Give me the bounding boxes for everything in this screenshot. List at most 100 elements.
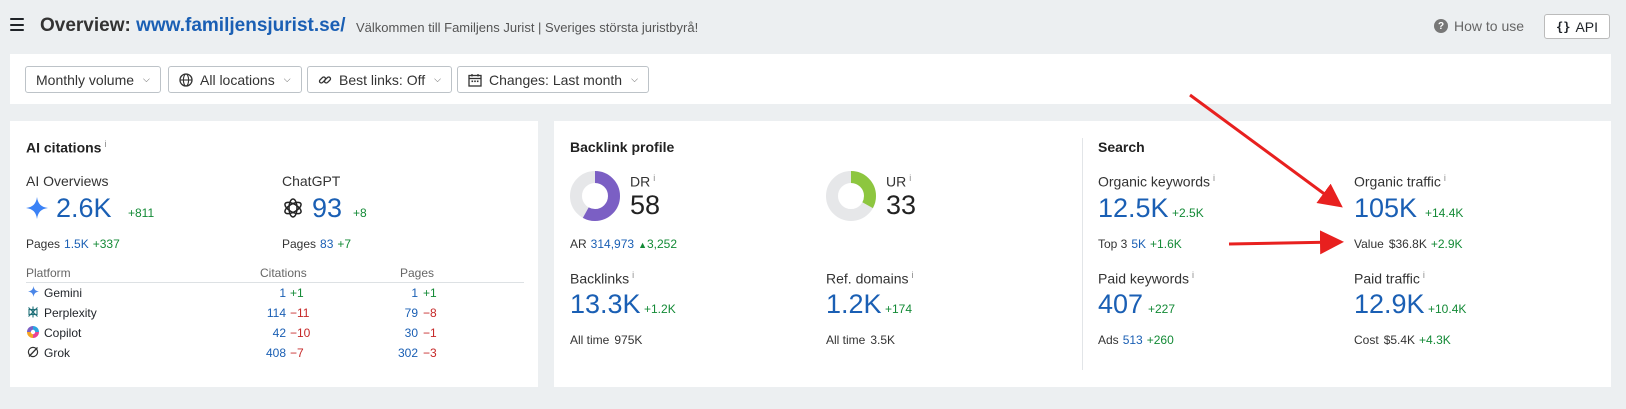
- info-icon[interactable]: i: [1443, 173, 1446, 183]
- changes-filter-label: Changes: Last month: [489, 71, 623, 88]
- paid-traffic-label-text: Paid traffic: [1354, 270, 1420, 287]
- paid-keywords-delta: +227: [1148, 302, 1176, 316]
- ref-domains-value[interactable]: 1.2K: [826, 289, 882, 319]
- traffic-value: Value $36.8K +2.9K: [1354, 237, 1463, 251]
- backlink-profile-title: Backlink profile: [570, 139, 675, 155]
- chevron-down-icon: ⌵: [434, 74, 441, 84]
- pages-delta: +7: [337, 237, 352, 251]
- backlinks-value[interactable]: 13.3K: [570, 289, 641, 319]
- ar-stat: AR 314,973 ▲3,252: [570, 237, 677, 251]
- ref-domains-all-time: All time 3.5K: [826, 333, 895, 347]
- platform-name: Perplexity: [44, 306, 97, 320]
- pages-delta: +1: [423, 286, 437, 300]
- cost-value: $5.4K: [1383, 333, 1416, 347]
- api-button[interactable]: {} API: [1544, 14, 1610, 39]
- hamburger-menu-icon[interactable]: [10, 18, 24, 31]
- sparkle-icon: [26, 197, 48, 224]
- organic-keywords-label-text: Organic keywords: [1098, 173, 1211, 190]
- braces-icon: {}: [1555, 19, 1571, 34]
- paid-traffic-value[interactable]: 12.9K: [1354, 289, 1425, 319]
- ai-overviews-delta: +811: [128, 206, 155, 220]
- citations-value[interactable]: 408: [265, 346, 286, 360]
- cost-delta: +4.3K: [1419, 333, 1451, 347]
- ur-label: UR i: [886, 173, 911, 190]
- info-icon[interactable]: i: [632, 270, 635, 280]
- pages-delta: −1: [423, 326, 437, 340]
- triangle-up-icon: ▲: [638, 240, 647, 250]
- top3-label: Top 3: [1098, 237, 1128, 251]
- all-time-value: 3.5K: [870, 333, 896, 347]
- page-title: Overview: www.familjensjurist.se/: [40, 15, 346, 37]
- pages-value[interactable]: 83: [320, 237, 334, 251]
- info-icon[interactable]: i: [1213, 173, 1216, 183]
- how-to-use-link[interactable]: ? How to use: [1434, 18, 1524, 34]
- platform-column-header: Platform: [26, 266, 71, 280]
- pages-value[interactable]: 30: [404, 326, 418, 340]
- value-label: Value: [1354, 237, 1384, 251]
- citations-delta: −7: [290, 346, 304, 360]
- volume-filter-dropdown[interactable]: Monthly volume ⌵: [25, 66, 161, 93]
- dr-label: DR i: [630, 173, 655, 190]
- how-to-use-label: How to use: [1454, 18, 1525, 34]
- citations-delta: +1: [290, 286, 304, 300]
- ai-overviews-value[interactable]: 2.6K: [56, 193, 112, 223]
- pages-value[interactable]: 1.5K: [64, 237, 89, 251]
- top-bar: Overview: www.familjensjurist.se/ Välkom…: [0, 0, 1626, 52]
- chevron-down-icon: ⌵: [283, 74, 291, 84]
- info-icon[interactable]: i: [653, 173, 656, 183]
- ar-value[interactable]: 314,973: [590, 237, 635, 251]
- paid-keywords-label: Paid keywords i: [1098, 270, 1194, 287]
- link-icon: [318, 73, 332, 87]
- organic-keywords-delta: +2.5K: [1172, 206, 1204, 220]
- dr-donut-chart: [570, 171, 620, 226]
- ads-value[interactable]: 513: [1122, 333, 1143, 347]
- citations-value[interactable]: 114: [266, 306, 286, 320]
- calendar-icon: [468, 73, 482, 87]
- organic-keywords-label: Organic keywords i: [1098, 173, 1215, 190]
- table-row-gemini: Gemini 1 +1 1 +1: [26, 283, 524, 303]
- info-icon[interactable]: i: [1192, 270, 1195, 280]
- changes-filter-dropdown[interactable]: Changes: Last month ⌵: [457, 66, 649, 93]
- info-icon[interactable]: i: [104, 139, 107, 149]
- top3-value[interactable]: 5K: [1131, 237, 1147, 251]
- info-icon[interactable]: i: [1422, 270, 1425, 280]
- citations-delta: −11: [290, 306, 310, 320]
- ur-ring-arc: [826, 171, 876, 221]
- domain-link[interactable]: www.familjensjurist.se/: [136, 15, 346, 36]
- organic-traffic-value[interactable]: 105K: [1354, 193, 1418, 223]
- info-icon[interactable]: i: [911, 270, 914, 280]
- best-links-filter-dropdown[interactable]: Best links: Off ⌵: [307, 66, 452, 93]
- pages-value[interactable]: 1: [411, 286, 418, 300]
- all-time-label: All time: [570, 333, 610, 347]
- info-icon[interactable]: i: [909, 173, 912, 183]
- ar-label: AR: [570, 237, 587, 251]
- citations-value[interactable]: 42: [272, 326, 286, 340]
- locations-filter-label: All locations: [200, 71, 275, 88]
- chatgpt-value[interactable]: 93: [312, 193, 343, 223]
- copilot-icon: [27, 326, 39, 341]
- ur-value[interactable]: 33: [886, 190, 917, 220]
- dr-value[interactable]: 58: [630, 190, 661, 220]
- ads-label: Ads: [1098, 333, 1119, 347]
- platform-name: Copilot: [44, 326, 82, 340]
- citations-column-header: Citations: [260, 266, 307, 280]
- help-icon: ?: [1434, 19, 1448, 33]
- pages-value[interactable]: 79: [404, 306, 418, 320]
- chatgpt-pages: Pages 83 +7: [282, 237, 351, 251]
- filter-bar: Monthly volume ⌵ All locations ⌵ Best li…: [10, 54, 1611, 104]
- section-divider: [1082, 138, 1083, 370]
- organic-keywords-value[interactable]: 12.5K: [1098, 193, 1169, 223]
- locations-filter-dropdown[interactable]: All locations ⌵: [168, 66, 302, 93]
- pages-value[interactable]: 302: [397, 346, 418, 360]
- table-header: Platform Citations Pages: [26, 263, 524, 283]
- chevron-down-icon: ⌵: [143, 74, 150, 84]
- pages-delta: −8: [423, 306, 437, 320]
- platform-name: Grok: [44, 346, 71, 360]
- ar-delta: ▲3,252: [638, 237, 677, 251]
- globe-icon: [179, 72, 193, 87]
- site-description: Välkommen till Familjens Jurist | Sverig…: [356, 20, 699, 35]
- paid-keywords-value[interactable]: 407: [1098, 289, 1144, 319]
- backlinks-all-time: All time 975K: [570, 333, 642, 347]
- paid-cost: Cost $5.4K +4.3K: [1354, 333, 1451, 347]
- citations-value[interactable]: 1: [279, 286, 286, 300]
